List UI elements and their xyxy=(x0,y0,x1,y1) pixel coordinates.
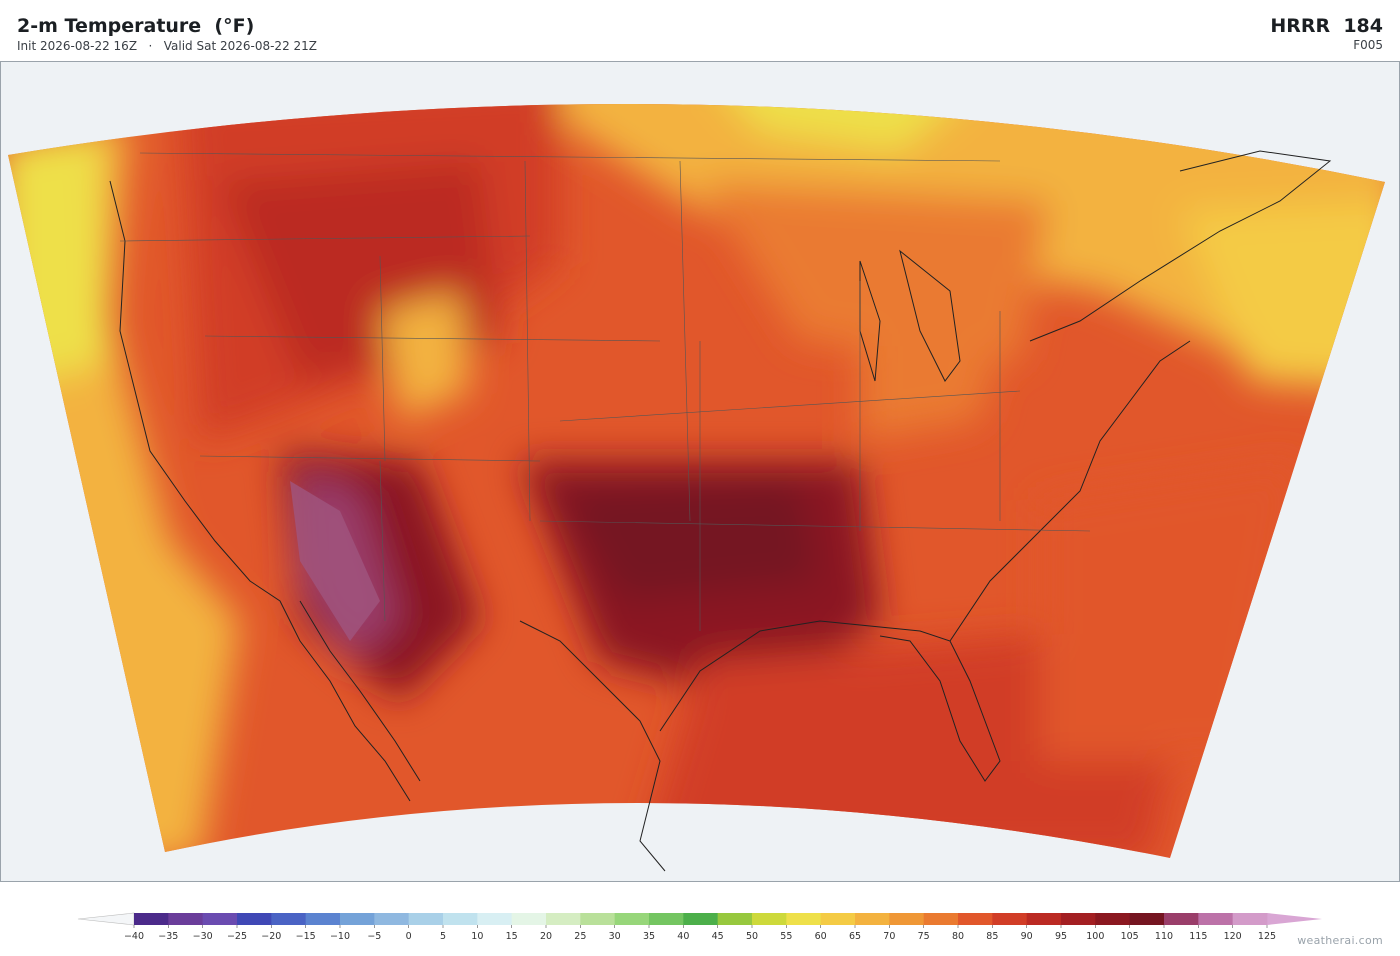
colorbar-segment xyxy=(683,913,719,925)
colorbar-tick-label: 110 xyxy=(1155,931,1173,942)
colorbar-segment xyxy=(443,913,478,925)
colorbar-segment xyxy=(1129,913,1165,925)
colorbar-tick-label: −35 xyxy=(158,931,178,942)
colorbar-tick-label: 85 xyxy=(986,931,998,942)
colorbar-tick-label: 5 xyxy=(440,931,446,942)
colorbar-tick-label: −15 xyxy=(296,931,316,942)
colorbar-tick-label: 125 xyxy=(1258,931,1276,942)
colorbar-segment xyxy=(992,913,1028,925)
colorbar-segment xyxy=(374,913,410,925)
colorbar-segment xyxy=(546,913,581,925)
colorbar-segment xyxy=(1026,913,1062,925)
map-title: 2-m Temperature (°F) xyxy=(17,15,255,37)
colorbar-segment xyxy=(958,913,993,925)
watermark: weatherai.com xyxy=(1297,934,1383,947)
colorbar-tick-label: −5 xyxy=(367,931,381,942)
colorbar-tick-label: 60 xyxy=(815,931,827,942)
colorbar-tick-label: 80 xyxy=(952,931,964,942)
colorbar-tick-label: −20 xyxy=(261,931,281,942)
colorbar-tick-label: 115 xyxy=(1189,931,1207,942)
colorbar-segment xyxy=(1164,913,1199,925)
colorbar-tick-label: 40 xyxy=(677,931,689,942)
colorbar-tick-label: −30 xyxy=(193,931,213,942)
colorbar-segment xyxy=(202,913,238,925)
colorbar-segment xyxy=(649,913,684,925)
colorbar-tick-label: 75 xyxy=(918,931,930,942)
state-borders xyxy=(119,152,1091,631)
colorbar-segment xyxy=(271,913,307,925)
colorbar-tick-label: 15 xyxy=(506,931,518,942)
colorbar-under xyxy=(77,912,135,926)
colorbar-segment xyxy=(717,913,753,925)
colorbar-tick-label: −40 xyxy=(124,931,144,942)
colorbar-segment xyxy=(614,913,650,925)
colorbar-tick-label: 100 xyxy=(1086,931,1104,942)
colorbar-segment xyxy=(580,913,616,925)
colorbar-tick-label: 35 xyxy=(643,931,655,942)
coastlines xyxy=(109,150,1332,872)
colorbar-segment xyxy=(477,913,513,925)
colorbar-tick-label: 105 xyxy=(1121,931,1139,942)
colorbar-segment xyxy=(752,913,787,925)
map xyxy=(0,61,1400,882)
colorbar-tick-label: 20 xyxy=(540,931,552,942)
colorbar-tick-label: 50 xyxy=(746,931,758,942)
colorbar-tick-label: 0 xyxy=(406,931,412,942)
colorbar-segment xyxy=(134,913,169,925)
forecast-hour: F005 xyxy=(1353,38,1383,52)
colorbar-segment xyxy=(340,913,375,925)
colorbar-tick-label: 25 xyxy=(574,931,586,942)
colorbar-segment xyxy=(305,913,341,925)
colorbar-segment xyxy=(820,913,856,925)
colorbar-tick-label: 45 xyxy=(712,931,724,942)
colorbar-tick-label: 10 xyxy=(471,931,483,942)
colorbar-segment xyxy=(1095,913,1131,925)
colorbar-segment xyxy=(168,913,204,925)
colorbar-segment xyxy=(889,913,925,925)
colorbar-over xyxy=(1267,913,1322,925)
map-subtitle: Init 2026-08-22 16Z · Valid Sat 2026-08-… xyxy=(17,39,318,53)
colorbar-segment xyxy=(786,913,822,925)
colorbar-tick-label: −10 xyxy=(330,931,350,942)
colorbar-tick-label: 70 xyxy=(883,931,895,942)
colorbar: −40 −35 −30 −25 −20 −15 −10 −5 0 5 10 15 20 25 30 35 40 4… xyxy=(77,912,1322,942)
colorbar-segment xyxy=(237,913,272,925)
colorbar-segment xyxy=(1232,913,1268,925)
colorbar-segment xyxy=(511,913,547,925)
colorbar-tick-label: 30 xyxy=(609,931,621,942)
colorbar-segment xyxy=(1061,913,1096,925)
colorbar-segment xyxy=(408,913,444,925)
colorbar-tick-label: 95 xyxy=(1055,931,1067,942)
colorbar-segment xyxy=(855,913,890,925)
model-name: HRRR 184 xyxy=(1270,15,1383,37)
colorbar-tick-label: 65 xyxy=(849,931,861,942)
colorbar-tick-label: 120 xyxy=(1224,931,1242,942)
colorbar-tick-label: −25 xyxy=(227,931,247,942)
colorbar-segment xyxy=(1198,913,1234,925)
colorbar-tick-label: 55 xyxy=(780,931,792,942)
colorbar-segment xyxy=(923,913,959,925)
colorbar-tick-label: 90 xyxy=(1021,931,1033,942)
